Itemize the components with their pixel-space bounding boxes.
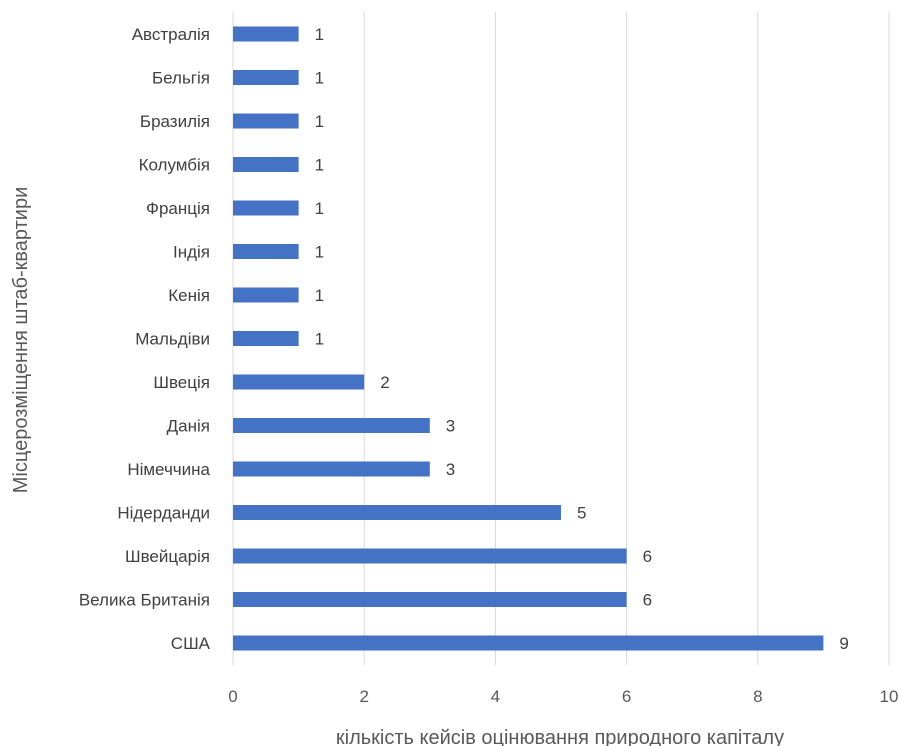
data-label: 1 (315, 243, 324, 262)
category-label: Нідерданди (117, 504, 210, 523)
category-label: Австралія (132, 25, 210, 44)
category-label: Данія (167, 417, 210, 436)
data-label: 1 (315, 286, 324, 305)
gridlines (232, 12, 890, 665)
data-label: 3 (446, 460, 455, 479)
data-labels: 1 1 1 1 1 1 1 1 2 3 3 5 6 6 9 (315, 25, 849, 653)
bar (233, 548, 627, 564)
category-label: Швеція (153, 373, 210, 392)
category-label: Бельгія (152, 69, 210, 88)
x-tick-label: 10 (880, 687, 899, 706)
data-label: 5 (577, 504, 586, 523)
x-tick-label: 0 (228, 687, 237, 706)
data-label: 2 (380, 373, 389, 392)
bar (233, 157, 299, 172)
category-labels: Австралія Бельгія Бразилія Колумбія Франція І… (79, 25, 211, 653)
data-label: 1 (315, 330, 324, 349)
bar (233, 592, 627, 607)
data-label: 1 (315, 199, 324, 218)
category-label: Франція (146, 199, 210, 218)
data-label: 3 (446, 417, 455, 436)
data-label: 1 (315, 25, 324, 44)
data-label: 1 (315, 69, 324, 88)
bar (233, 418, 430, 433)
category-label: Швейцарія (125, 547, 210, 566)
bar (233, 287, 299, 303)
category-label: Бразилія (140, 112, 210, 131)
category-label: Кенія (168, 286, 210, 305)
bar (233, 505, 561, 520)
category-label: Індія (173, 243, 210, 262)
category-label: Німеччина (127, 460, 210, 479)
bar (233, 200, 299, 216)
bar (233, 70, 299, 85)
bar (233, 26, 299, 42)
data-label: 9 (839, 634, 848, 653)
x-tick-label: 6 (622, 687, 631, 706)
bar (233, 331, 299, 346)
bar (233, 244, 299, 259)
x-tick-label: 4 (491, 687, 500, 706)
bar (233, 635, 824, 651)
bars (233, 26, 824, 651)
y-axis-title: Місцерозміщення штаб-квартири (10, 187, 32, 493)
category-label: Велика Британія (79, 591, 210, 610)
data-label: 1 (315, 156, 324, 175)
x-axis-title: кількість кейсів оцінювання природного к… (336, 727, 784, 746)
bar (233, 461, 430, 477)
category-label: Мальдіви (135, 330, 210, 349)
bar (233, 113, 299, 129)
x-tick-label: 2 (359, 687, 368, 706)
category-label: Колумбія (139, 156, 210, 175)
bar (233, 374, 365, 390)
category-label: США (171, 634, 211, 653)
x-tick-labels: 0 2 4 6 8 10 (228, 687, 898, 706)
x-tick-label: 8 (753, 687, 762, 706)
data-label: 1 (315, 112, 324, 131)
data-label: 6 (643, 591, 652, 610)
data-label: 6 (643, 547, 652, 566)
